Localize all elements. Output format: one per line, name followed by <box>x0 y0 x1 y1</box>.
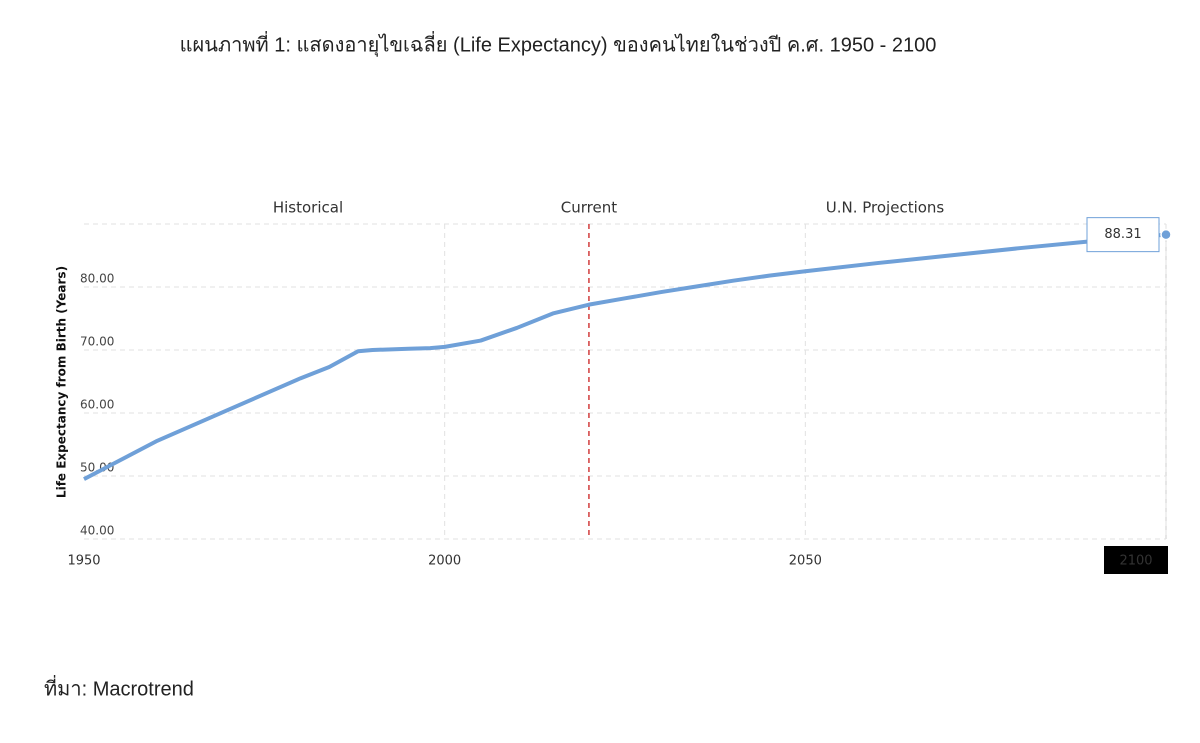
section-label: U.N. Projections <box>826 199 945 217</box>
x-tick-label: 1950 <box>67 554 100 569</box>
y-tick-label: 70.00 <box>80 335 114 349</box>
section-label: Current <box>561 199 617 217</box>
y-tick-label: 80.00 <box>80 272 114 286</box>
x-tick-label: 2100 <box>1119 554 1152 569</box>
x-tick-label: 2050 <box>789 554 822 569</box>
data-line <box>83 232 1167 481</box>
tooltip-box <box>1086 217 1160 253</box>
y-tick-label: 60.00 <box>80 398 114 412</box>
x-tick-highlight <box>1104 546 1168 574</box>
y-tick-label: 40.00 <box>80 524 114 538</box>
tooltip-value: 88.31 <box>1104 227 1141 242</box>
end-point <box>1160 228 1172 241</box>
x-tick-label: 2000 <box>428 554 461 569</box>
source: ที่มา: Macrotrend <box>44 674 194 700</box>
y-axis-title: Life Expectancy from Birth (Years) <box>55 266 69 498</box>
section-label: Historical <box>273 199 343 217</box>
chart-title: แผนภาพที่ 1: แสดงอายุไขเฉลี่ย (Life Expe… <box>180 30 937 57</box>
y-tick-label: 50.00 <box>80 461 114 475</box>
